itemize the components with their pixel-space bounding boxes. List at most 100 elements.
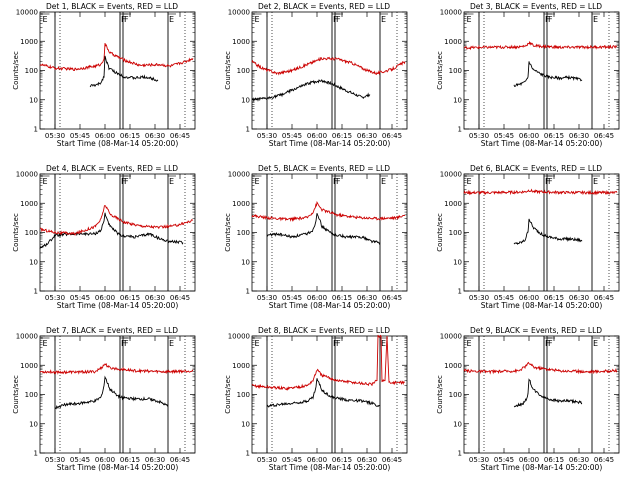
y-tick-label: 1000 (232, 38, 250, 46)
x-tick-label: 06:00 (95, 132, 115, 140)
lld-series-line (463, 188, 618, 196)
y-tick-label: 1 (246, 126, 250, 134)
x-tick-label: 06:15 (332, 132, 352, 140)
chart-panel-4: Det 4, BLACK = Events, RED = LLD 1 10 100 10… (12, 164, 196, 310)
y-tick-label: 10000 (440, 9, 462, 17)
plot-frame (251, 335, 408, 454)
x-tick-label: 06:45 (382, 132, 402, 140)
plot-frame (39, 11, 196, 130)
chart-title: Det 5, BLACK = Events, RED = LLD (258, 164, 390, 173)
x-tick-label: 06:30 (569, 294, 589, 302)
chart-title: Det 8, BLACK = Events, RED = LLD (258, 326, 390, 335)
x-axis-label: Start Time (08-Mar-14 05:20:00) (269, 139, 391, 148)
interval-marker-label: E (381, 339, 386, 348)
chart-panel-1: Det 1, BLACK = Events, RED = LLD 1 10 100 10… (12, 2, 196, 148)
y-tick-label: 1000 (20, 362, 38, 370)
y-tick-label: 10000 (228, 171, 250, 179)
interval-marker-label: F (545, 15, 550, 24)
x-tick-label: 05:30 (257, 294, 277, 302)
interval-marker-label: E (593, 15, 598, 24)
y-tick-label: 10 (29, 96, 38, 104)
x-axis-label: Start Time (08-Mar-14 05:20:00) (269, 463, 391, 472)
lld-series-line (39, 205, 194, 236)
chart-panel-2: Det 2, BLACK = Events, RED = LLD 1 10 100 10… (224, 2, 408, 148)
y-tick-label: 10000 (440, 333, 462, 341)
events-series-line (39, 212, 184, 249)
x-tick-label: 05:45 (70, 294, 90, 302)
x-tick-label: 06:15 (120, 132, 140, 140)
y-tick-label: 1000 (444, 38, 462, 46)
lld-series-line (463, 361, 618, 375)
x-tick-label: 05:45 (282, 294, 302, 302)
x-tick-label: 05:45 (70, 456, 90, 464)
x-tick-label: 06:15 (544, 294, 564, 302)
x-tick-label: 06:15 (120, 294, 140, 302)
x-axis-label: Start Time (08-Mar-14 05:20:00) (481, 301, 603, 310)
y-axis-label: Counts/sec (12, 213, 20, 252)
x-tick-label: 06:00 (307, 456, 327, 464)
interval-marker-label: E (255, 339, 260, 348)
interval-marker-label: F (333, 177, 338, 186)
x-tick-label: 05:30 (257, 132, 277, 140)
chart-title: Det 4, BLACK = Events, RED = LLD (46, 164, 178, 173)
x-tick-label: 06:00 (519, 294, 539, 302)
x-tick-label: 06:00 (307, 132, 327, 140)
y-tick-label: 10000 (440, 171, 462, 179)
x-tick-label: 05:45 (494, 456, 514, 464)
y-tick-label: 1 (458, 126, 462, 134)
interval-marker-label: F (545, 339, 550, 348)
lld-series-line (251, 56, 406, 76)
interval-marker-label: F (548, 15, 553, 24)
x-tick-label: 06:30 (569, 456, 589, 464)
events-series-line (251, 79, 371, 103)
lld-series-line (39, 362, 194, 375)
events-series-line (54, 375, 169, 410)
interval-marker-label: F (545, 177, 550, 186)
x-tick-label: 06:30 (357, 132, 377, 140)
plot-frame (463, 335, 620, 454)
y-tick-label: 100 (25, 391, 38, 399)
y-tick-label: 100 (449, 391, 462, 399)
y-tick-label: 1 (34, 126, 38, 134)
y-tick-label: 100 (25, 229, 38, 237)
interval-marker-label: F (333, 15, 338, 24)
x-tick-label: 06:30 (145, 294, 165, 302)
x-tick-label: 05:45 (282, 456, 302, 464)
y-tick-label: 10000 (16, 171, 38, 179)
chart-title: Det 3, BLACK = Events, RED = LLD (470, 2, 602, 11)
y-tick-label: 10 (453, 258, 462, 266)
x-tick-label: 06:00 (519, 456, 539, 464)
x-tick-label: 05:30 (469, 456, 489, 464)
x-tick-label: 06:15 (544, 456, 564, 464)
y-tick-label: 1 (458, 450, 462, 458)
interval-marker-label: F (124, 15, 129, 24)
chart-title: Det 6, BLACK = Events, RED = LLD (470, 164, 602, 173)
y-tick-label: 10 (29, 420, 38, 428)
y-tick-label: 1 (246, 450, 250, 458)
x-tick-label: 06:45 (170, 456, 190, 464)
interval-marker-label: E (381, 15, 386, 24)
x-axis-label: Start Time (08-Mar-14 05:20:00) (269, 301, 391, 310)
interval-marker-label: F (121, 177, 126, 186)
y-tick-label: 1000 (20, 38, 38, 46)
y-tick-label: 1 (34, 288, 38, 296)
y-tick-label: 10000 (16, 9, 38, 17)
x-tick-label: 06:45 (594, 132, 614, 140)
interval-marker-label: E (43, 177, 48, 186)
x-tick-label: 06:15 (332, 294, 352, 302)
x-axis-label: Start Time (08-Mar-14 05:20:00) (57, 463, 179, 472)
y-tick-label: 10 (241, 96, 250, 104)
y-axis-label: Counts/sec (436, 213, 444, 252)
interval-marker-label: F (336, 339, 341, 348)
x-tick-label: 06:45 (170, 294, 190, 302)
y-tick-label: 10000 (228, 333, 250, 341)
events-series-line (513, 61, 583, 87)
chart-panel-9: Det 9, BLACK = Events, RED = LLD 1 10 100 10… (436, 326, 620, 472)
y-axis-label: Counts/sec (224, 51, 232, 90)
lld-series-line (251, 201, 406, 223)
x-tick-label: 06:00 (95, 294, 115, 302)
y-axis-label: Counts/sec (224, 213, 232, 252)
x-tick-label: 05:30 (45, 294, 65, 302)
interval-marker-label: E (467, 15, 472, 24)
